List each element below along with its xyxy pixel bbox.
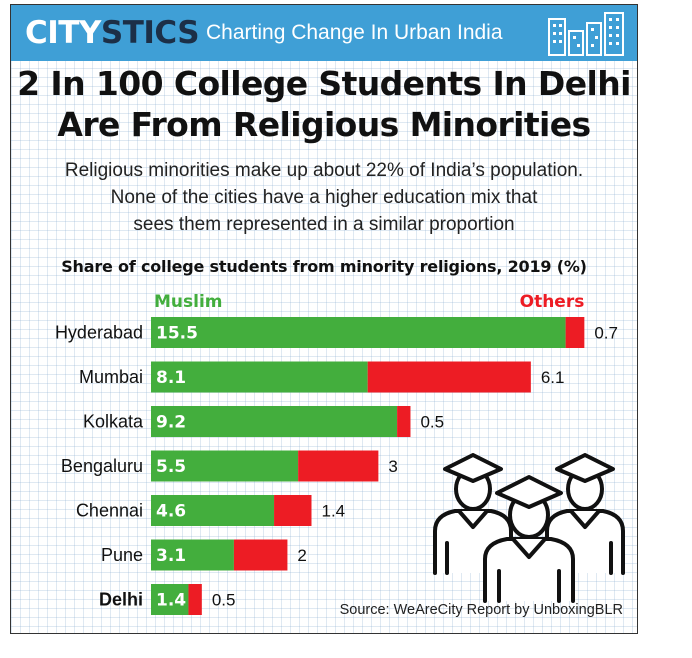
- infographic-card: CITYSTICS Charting Change In Urban India: [10, 4, 638, 634]
- value-label-muslim: 3.1: [156, 546, 186, 566]
- legend-others: Others: [520, 292, 585, 312]
- bar-chart: Muslim Others Hyderabad 15.5 0.7 Mumbai 8.1 6.1…: [55, 292, 618, 615]
- category-label: Chennai: [76, 501, 143, 521]
- category-label: Mumbai: [79, 367, 143, 387]
- value-label-others: 1.4: [322, 502, 346, 521]
- headline-line-2: Are From Religious Minorities: [57, 105, 591, 144]
- brand-logo: CITYSTICS: [25, 11, 200, 55]
- value-label-others: 2: [297, 546, 306, 565]
- value-label-muslim: 15.5: [156, 324, 198, 344]
- subtitle-line-2: None of the cities have a higher educati…: [110, 187, 538, 208]
- source-note: Source: WeAreCity Report by UnboxingBLR: [339, 602, 623, 618]
- category-label: Hyderabad: [55, 323, 143, 343]
- bar-others: [188, 584, 202, 615]
- bar-muslim: [151, 450, 299, 482]
- headline-line-1: 2 In 100 College Students In Delhi: [17, 64, 631, 103]
- value-label-muslim: 9.2: [156, 413, 186, 433]
- bar-muslim: [151, 584, 189, 615]
- tagline: Charting Change In Urban India: [206, 21, 503, 44]
- brand-part1: CITY: [25, 15, 101, 51]
- bar-muslim: [151, 361, 368, 393]
- chart-title: Share of college students from minority …: [61, 257, 587, 276]
- brand-part2: STICS: [100, 15, 200, 51]
- bar-muslim: [151, 495, 275, 526]
- value-label-others: 0.5: [420, 413, 444, 432]
- bar-others: [233, 539, 288, 571]
- bar-others: [367, 361, 531, 393]
- bar-muslim: [151, 406, 398, 437]
- value-label-others: 0.7: [594, 324, 618, 343]
- legend-muslim: Muslim: [154, 292, 223, 312]
- value-label-muslim: 5.5: [156, 457, 186, 477]
- subtitle: Religious minorities make up about 22% o…: [11, 157, 637, 238]
- category-label: Bengaluru: [61, 456, 143, 476]
- value-label-muslim: 8.1: [156, 368, 186, 388]
- bar-muslim: [151, 539, 234, 571]
- headline: 2 In 100 College Students In Delhi Are F…: [11, 63, 637, 145]
- subtitle-line-3: sees them represented in a similar propo…: [133, 214, 515, 235]
- value-label-others: 6.1: [541, 368, 565, 387]
- value-label-muslim: 1.4: [156, 591, 186, 611]
- bar-others: [397, 406, 411, 437]
- subtitle-line-1: Religious minorities make up about 22% o…: [64, 160, 584, 181]
- bar-muslim: [151, 317, 566, 348]
- category-label: Pune: [101, 545, 143, 565]
- city-skyline-icon: [548, 12, 624, 56]
- category-label: Delhi: [99, 590, 143, 610]
- value-label-muslim: 4.6: [156, 502, 186, 522]
- category-label: Kolkata: [83, 412, 144, 432]
- value-label-others: 0.5: [212, 591, 236, 610]
- header-bar: CITYSTICS Charting Change In Urban India: [11, 5, 637, 61]
- bar-others: [565, 317, 585, 348]
- bar-others: [298, 450, 379, 482]
- value-label-others: 3: [388, 457, 397, 476]
- graduates-icon: [433, 453, 625, 603]
- bar-others: [274, 495, 312, 526]
